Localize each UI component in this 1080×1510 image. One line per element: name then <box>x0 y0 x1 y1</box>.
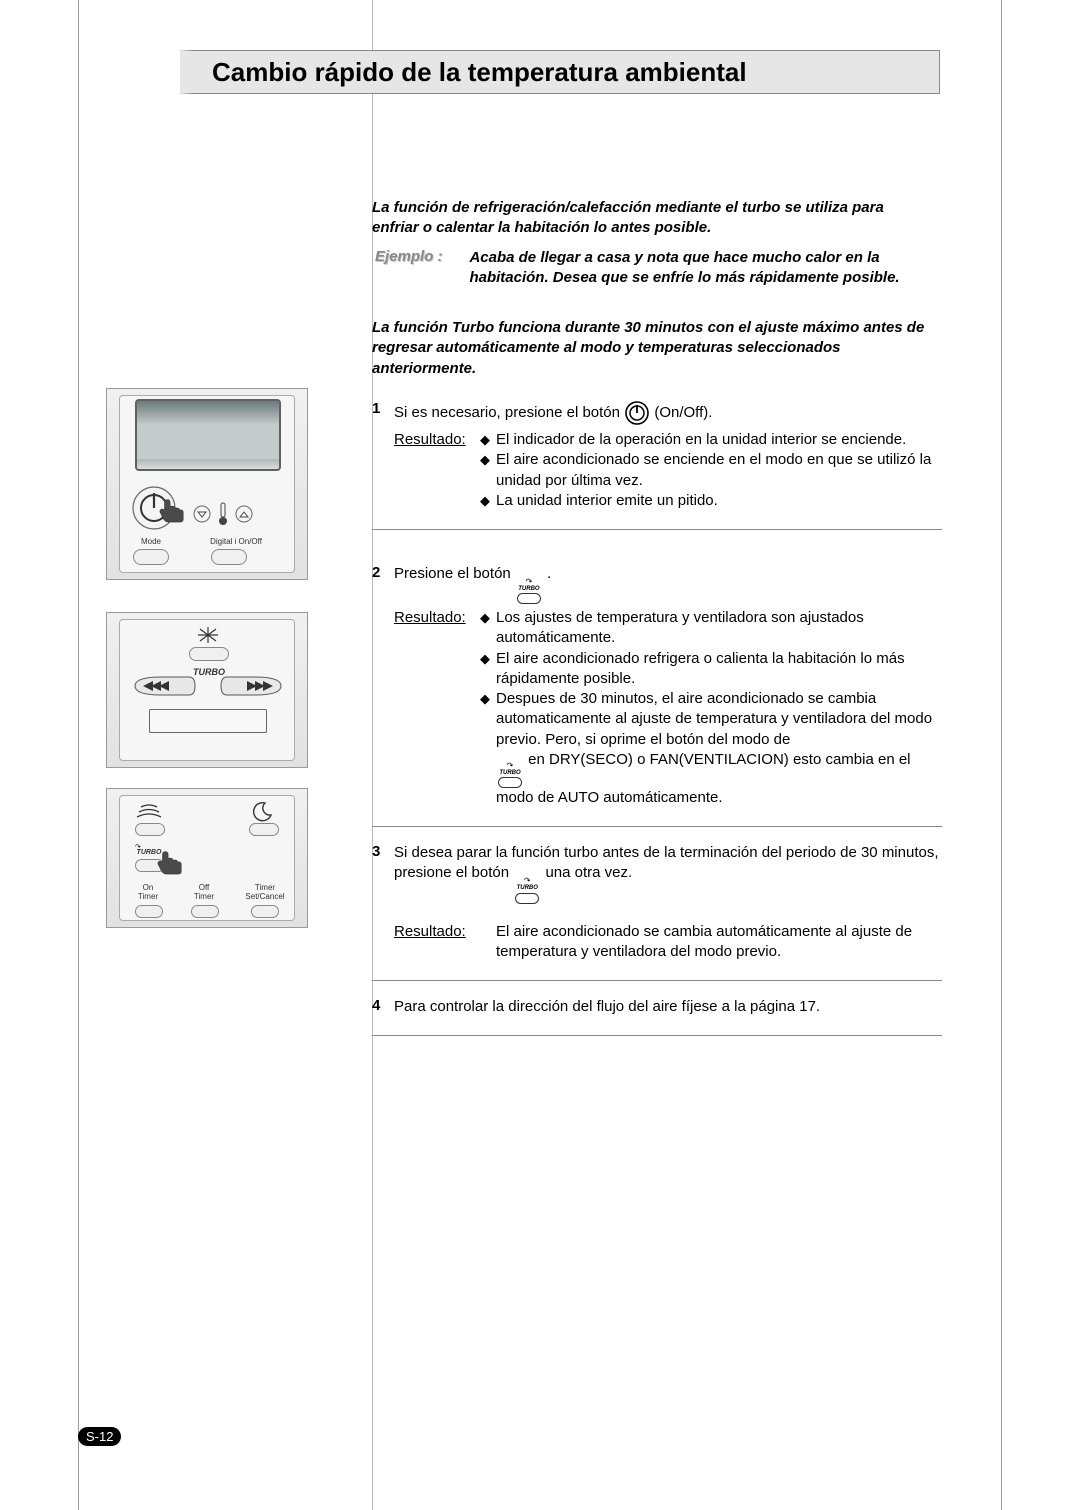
resultado-label: Resultado: <box>394 922 480 963</box>
step3-text-a: Si desea parar la función turbo antes de… <box>394 844 939 881</box>
step2-bullets: ◆Los ajustes de temperatura y ventilador… <box>480 608 942 808</box>
bullet-icon: ◆ <box>480 649 496 690</box>
page-number-badge: S-12 <box>78 1427 121 1446</box>
step2-dot: . <box>547 565 551 582</box>
bullet-text: El indicador de la operación en la unida… <box>496 430 942 450</box>
example-label: Ejemplo : <box>375 248 465 265</box>
step2-c-2: en DRY(SECO) o FAN(VENTILACION) esto cam… <box>496 751 911 806</box>
example-text: Acaba de llegar a casa y nota que hace m… <box>469 248 929 287</box>
step1-text-b: (On/Off). <box>654 404 712 421</box>
swing-button <box>135 823 165 836</box>
step2-result: Resultado: ◆Los ajustes de temperatura y… <box>394 608 942 808</box>
remote-illustration-middle: TURBO <box>106 612 308 768</box>
mode-button <box>133 549 169 565</box>
bullet-icon: ◆ <box>480 608 496 649</box>
step-number: 1 <box>372 400 394 511</box>
step-2: 2 Presione el botón ↷ TURBO . Resultado:… <box>372 530 942 827</box>
bullet-icon: ◆ <box>480 430 496 450</box>
step-1: 1 Si es necesario, presione el botón (On… <box>372 390 942 530</box>
step3-result-text: El aire acondicionado se cambia automáti… <box>480 922 942 963</box>
intro-paragraph: La función de refrigeración/calefacción … <box>372 198 932 237</box>
resultado-label: Resultado: <box>394 430 480 511</box>
set-cancel-button <box>251 905 279 918</box>
step-number: 3 <box>372 843 394 962</box>
turbo-note: La función Turbo funciona durante 30 min… <box>372 318 932 379</box>
thermometer-icon <box>217 501 229 527</box>
bullet-text: Los ajustes de temperatura y ventiladora… <box>496 608 942 649</box>
off-timer-label: Off Timer <box>187 883 221 901</box>
step3-result: Resultado: El aire acondicionado se camb… <box>394 922 942 963</box>
step2-text: Presione el botón <box>394 565 511 582</box>
turbo-wings-icon <box>133 673 283 699</box>
step1-text-a: Si es necesario, presione el botón <box>394 404 620 421</box>
page-title: Cambio rápido de la temperatura ambienta… <box>212 57 747 88</box>
turbo-icon: ↷ TURBO <box>515 878 539 903</box>
digital-onoff-button <box>211 549 247 565</box>
remote-illustration-top: Mode Digital i On/Off <box>106 388 308 580</box>
turbo-icon: ↷ TURBO <box>498 763 522 788</box>
step-4: 4 Para controlar la dirección del flujo … <box>372 981 942 1036</box>
bullet-icon: ◆ <box>480 491 496 511</box>
swing-icon <box>137 803 161 821</box>
sleep-button <box>249 823 279 836</box>
step-body: Presione el botón ↷ TURBO . Resultado: ◆… <box>394 564 942 808</box>
turbo-icon: ↷ TURBO <box>517 579 541 604</box>
hand-pointer-icon <box>157 493 187 523</box>
on-timer-button <box>135 905 163 918</box>
step1-bullets: ◆El indicador de la operación en la unid… <box>480 430 942 511</box>
off-timer-button <box>191 905 219 918</box>
title-bar: Cambio rápido de la temperatura ambienta… <box>180 50 940 94</box>
step2-c-1: Despues de 30 minutos, el aire acondicio… <box>496 690 932 748</box>
temp-up-icon <box>235 505 253 523</box>
set-cancel-label: Timer Set/Cancel <box>241 883 289 901</box>
step1-result: Resultado: ◆El indicador de la operación… <box>394 430 942 511</box>
step-body: Si desea parar la función turbo antes de… <box>394 843 942 962</box>
resultado-label: Resultado: <box>394 608 480 808</box>
bullet-text: Despues de 30 minutos, el aire acondicio… <box>496 689 942 808</box>
temp-down-icon <box>193 505 211 523</box>
step3-result-text: El aire acondicionado se cambia automáti… <box>496 923 912 960</box>
step-3: 3 Si desea parar la función turbo antes … <box>372 827 942 981</box>
snowflake-icon <box>195 625 221 645</box>
step-body: Si es necesario, presione el botón (On/O… <box>394 400 942 511</box>
bullet-icon: ◆ <box>480 450 496 491</box>
bullet-text: La unidad interior emite un pitido. <box>496 491 942 511</box>
steps-list: 1 Si es necesario, presione el botón (On… <box>372 390 942 1036</box>
sleep-icon <box>251 801 273 823</box>
step-number: 4 <box>372 997 394 1017</box>
example-row: Ejemplo : Acaba de llegar a casa y nota … <box>375 248 935 287</box>
bullet-text: El aire acondicionado refrigera o calien… <box>496 649 942 690</box>
on-timer-label: On Timer <box>131 883 165 901</box>
hand-pointer-icon <box>155 845 185 875</box>
snowflake-button <box>189 647 229 661</box>
step4-text: Para controlar la dirección del flujo de… <box>394 997 942 1017</box>
bullet-icon: ◆ <box>480 689 496 808</box>
power-icon <box>624 400 650 426</box>
remote-illustration-bottom: ↷ TURBO On Timer Off Timer Timer Set/Can… <box>106 788 308 928</box>
bullet-text: El aire acondicionado se enciende en el … <box>496 450 942 491</box>
step3-text-b: una otra vez. <box>545 864 632 881</box>
step-number: 2 <box>372 564 394 808</box>
digital-label: Digital i On/Off <box>191 537 281 546</box>
mode-label: Mode <box>129 537 173 546</box>
